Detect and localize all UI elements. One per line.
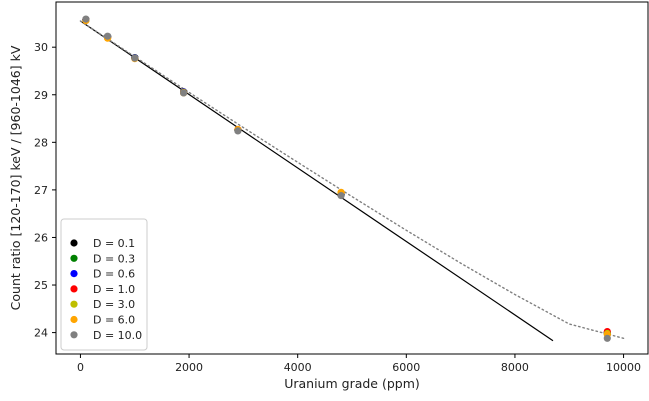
- y-tick-label: 30: [34, 41, 48, 54]
- legend-box: [60, 218, 148, 351]
- x-tick-label: 2000: [175, 361, 203, 374]
- legend-label: D = 6.0: [93, 314, 135, 327]
- y-axis-ticks: 24 25 26 27 28 29 30: [34, 41, 56, 340]
- legend: D = 0.1 D = 0.3 D = 0.6 D = 1.0 D = 3.0 D = 6…: [60, 218, 148, 351]
- data-point: [603, 334, 611, 342]
- legend-label: D = 1.0: [93, 283, 135, 296]
- legend-marker: [70, 300, 78, 308]
- y-tick-label: 26: [34, 231, 48, 244]
- legend-marker: [70, 270, 78, 278]
- legend-label: D = 10.0: [93, 329, 142, 342]
- legend-label: D = 0.3: [93, 252, 135, 265]
- legend-label: D = 0.6: [93, 268, 135, 281]
- y-tick-label: 27: [34, 184, 48, 197]
- x-axis-label: Uranium grade (ppm): [284, 376, 420, 391]
- x-tick-label: 6000: [392, 361, 420, 374]
- data-point: [337, 192, 345, 200]
- legend-items: D = 0.1 D = 0.3 D = 0.6 D = 1.0 D = 3.0 D = 6…: [70, 237, 142, 342]
- y-tick-label: 29: [34, 89, 48, 102]
- legend-marker: [70, 331, 78, 339]
- y-axis-label: Count ratio [120-170] keV / [960-1046] k…: [8, 45, 23, 310]
- fit-lines: [79, 20, 625, 342]
- x-tick-label: 4000: [284, 361, 312, 374]
- x-tick-label: 8000: [501, 361, 529, 374]
- legend-marker: [70, 254, 78, 262]
- legend-marker: [70, 285, 78, 293]
- legend-marker: [70, 315, 78, 324]
- legend-label: D = 3.0: [93, 298, 135, 311]
- dotted-fit-line: [79, 20, 625, 339]
- legend-label: D = 0.1: [93, 237, 135, 250]
- x-tick-label: 0: [77, 361, 84, 374]
- legend-marker: [70, 239, 78, 247]
- data-point: [131, 54, 139, 62]
- data-point: [82, 15, 90, 23]
- y-tick-label: 24: [34, 327, 48, 340]
- plot-area-frame: [55, 1, 649, 355]
- data-point: [104, 32, 112, 40]
- data-points: [82, 15, 611, 342]
- data-point: [234, 127, 242, 135]
- x-axis-ticks: 0 2000 4000 6000 8000 10000: [77, 354, 641, 374]
- linear-fit-line: [80, 20, 554, 342]
- x-tick-label: 10000: [606, 361, 641, 374]
- y-tick-label: 28: [34, 136, 48, 149]
- y-tick-label: 25: [34, 279, 48, 292]
- data-point: [180, 89, 188, 97]
